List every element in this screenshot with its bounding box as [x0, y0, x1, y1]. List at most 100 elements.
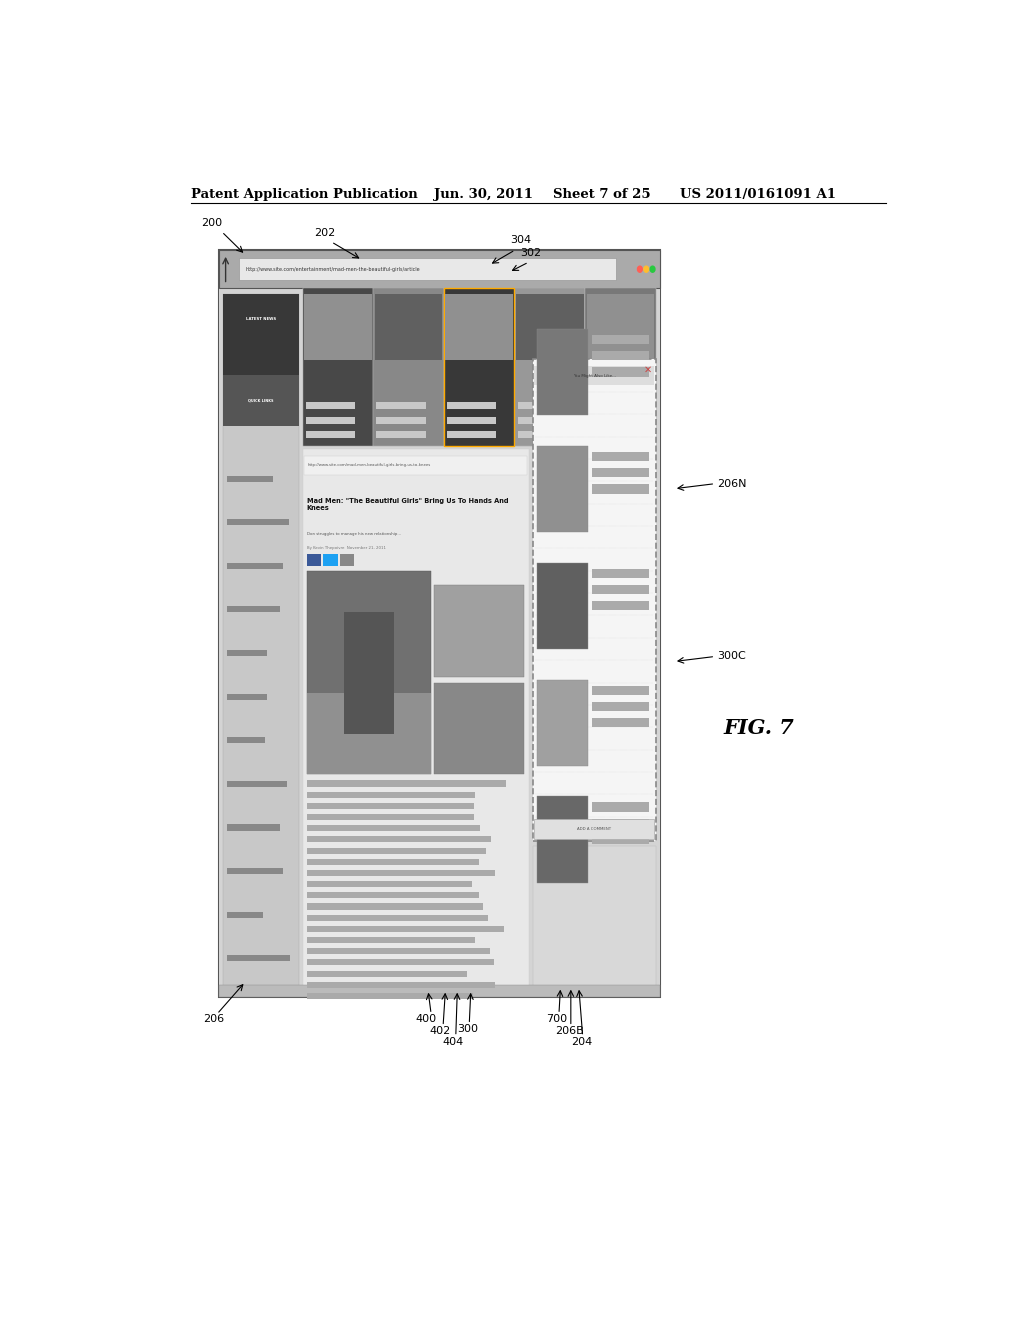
- Bar: [306, 780, 506, 787]
- Bar: [592, 718, 649, 727]
- Bar: [592, 702, 649, 711]
- Bar: [373, 289, 443, 446]
- Circle shape: [644, 267, 648, 272]
- Text: FIG. 7: FIG. 7: [723, 718, 794, 738]
- Bar: [227, 693, 267, 700]
- Bar: [306, 859, 479, 865]
- Text: 700: 700: [546, 1014, 567, 1024]
- Bar: [592, 585, 649, 594]
- Bar: [306, 880, 472, 887]
- Bar: [588, 430, 638, 438]
- Text: http://www.site.com/mad-men-beautiful-girls-bring-us-to-knees: http://www.site.com/mad-men-beautiful-gi…: [307, 463, 431, 467]
- Bar: [592, 836, 649, 845]
- Bar: [304, 293, 372, 359]
- Bar: [445, 293, 513, 359]
- Bar: [219, 249, 659, 289]
- Bar: [537, 446, 589, 532]
- Bar: [535, 818, 654, 840]
- Circle shape: [638, 267, 642, 272]
- Bar: [227, 781, 287, 787]
- Bar: [518, 430, 567, 438]
- Bar: [306, 892, 479, 899]
- Bar: [303, 289, 655, 446]
- Bar: [447, 430, 497, 438]
- Bar: [443, 289, 514, 446]
- Bar: [587, 293, 654, 359]
- Text: Mad Men: "The Beautiful Girls" Bring Us To Hands And
Knees: Mad Men: "The Beautiful Girls" Bring Us …: [306, 498, 508, 511]
- Text: ADD A COMMENT: ADD A COMMENT: [578, 826, 611, 830]
- Text: Don struggles to manage his new relationship...: Don struggles to manage his new relation…: [306, 532, 400, 536]
- Bar: [306, 554, 321, 566]
- Bar: [434, 682, 524, 775]
- Bar: [518, 403, 567, 409]
- Bar: [443, 289, 514, 446]
- Bar: [306, 925, 504, 932]
- Text: 200: 200: [201, 218, 222, 227]
- Bar: [434, 585, 524, 677]
- Bar: [306, 903, 483, 909]
- Bar: [306, 430, 355, 438]
- Bar: [306, 915, 487, 921]
- Bar: [223, 375, 299, 426]
- Text: 304: 304: [510, 235, 531, 244]
- Bar: [227, 562, 284, 569]
- Bar: [227, 912, 263, 917]
- Text: 206: 206: [203, 1014, 224, 1024]
- Bar: [592, 601, 649, 610]
- Bar: [377, 417, 426, 424]
- Bar: [306, 693, 431, 775]
- Bar: [306, 870, 496, 876]
- Bar: [592, 685, 649, 694]
- Text: 400: 400: [415, 1014, 436, 1024]
- Text: http://www.site.com/entertainment/mad-men-the-beautiful-girls/article: http://www.site.com/entertainment/mad-me…: [246, 267, 420, 272]
- Text: 206B: 206B: [555, 1027, 584, 1036]
- Text: LATEST NEWS: LATEST NEWS: [246, 317, 276, 321]
- Text: US 2011/0161091 A1: US 2011/0161091 A1: [680, 189, 836, 202]
- Bar: [532, 359, 655, 841]
- Bar: [592, 451, 649, 461]
- Bar: [227, 737, 264, 743]
- Bar: [324, 554, 338, 566]
- Bar: [219, 249, 659, 997]
- Text: Jun. 30, 2011: Jun. 30, 2011: [433, 189, 532, 202]
- Bar: [537, 562, 589, 649]
- Bar: [306, 825, 480, 832]
- Text: 202: 202: [314, 227, 336, 238]
- Bar: [306, 960, 495, 965]
- Bar: [532, 846, 655, 991]
- Bar: [240, 257, 616, 280]
- Bar: [447, 417, 497, 424]
- Text: By Kevin Thepoivre  November 21, 2011: By Kevin Thepoivre November 21, 2011: [306, 545, 386, 549]
- Bar: [306, 948, 490, 954]
- Bar: [340, 554, 354, 566]
- Bar: [516, 293, 584, 359]
- Bar: [219, 985, 659, 997]
- Text: 302: 302: [520, 248, 542, 257]
- Bar: [227, 475, 273, 482]
- Text: QUICK LINKS: QUICK LINKS: [248, 399, 273, 403]
- Bar: [445, 297, 513, 359]
- Text: 300: 300: [457, 1024, 478, 1035]
- Bar: [592, 818, 649, 828]
- Bar: [306, 417, 355, 424]
- Bar: [223, 293, 299, 991]
- Text: 404: 404: [442, 1036, 464, 1047]
- Bar: [377, 403, 426, 409]
- Text: 206N: 206N: [717, 479, 746, 488]
- Bar: [306, 970, 467, 977]
- Bar: [306, 847, 486, 854]
- Bar: [592, 335, 649, 345]
- Bar: [592, 367, 649, 376]
- Bar: [219, 289, 659, 997]
- Bar: [588, 417, 638, 424]
- Text: Sheet 7 of 25: Sheet 7 of 25: [553, 189, 650, 202]
- Text: 300C: 300C: [717, 652, 745, 661]
- Bar: [514, 289, 585, 446]
- Bar: [303, 289, 373, 446]
- Bar: [227, 825, 280, 830]
- Bar: [306, 993, 473, 999]
- Bar: [537, 329, 589, 416]
- Bar: [377, 430, 426, 438]
- Bar: [344, 611, 393, 734]
- Bar: [223, 293, 299, 375]
